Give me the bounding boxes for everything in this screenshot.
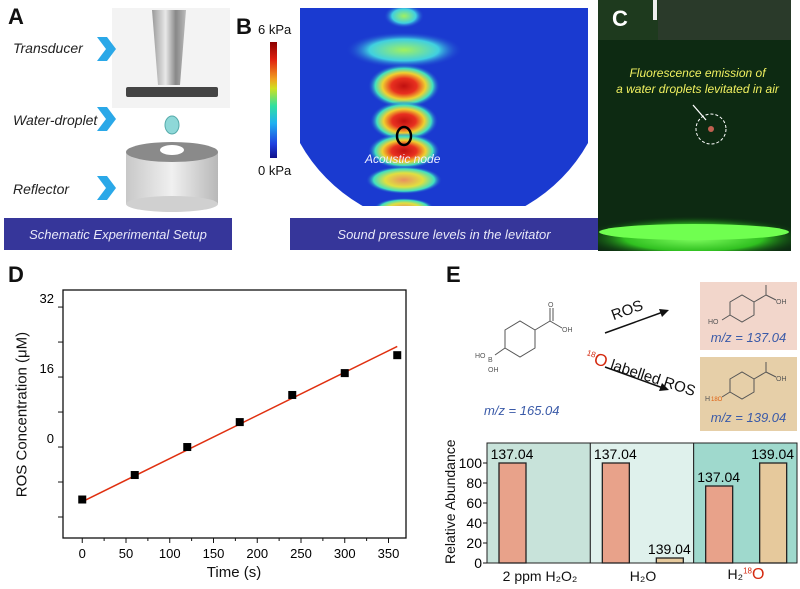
atom-h: H [705,396,710,403]
e-category-3: H₂18O [695,566,797,584]
h2-text: H₂ [727,566,744,582]
superscript-18: 18 [743,566,752,576]
ros-concentration-chart: 0 50 100 150 200 250 300 350 0 16 32 [40,289,407,561]
data-point [130,471,139,480]
data-point [235,418,244,427]
label-transducer: Transducer [13,40,83,56]
acoustic-node-marker [395,125,413,147]
transducer-plate [126,87,218,97]
chevron-icon [97,37,116,61]
y-tick-label: 16 [40,361,54,376]
product-139-mz: m/z = 139.04 [710,410,787,425]
panel-c-label: C [612,6,628,31]
x-tick-label: 250 [290,546,312,561]
caption-a: Schematic Experimental Setup [4,218,232,250]
y-tick-label: 80 [466,475,482,491]
colorbar [270,42,277,158]
product-box-139: OH H 18O m/z = 139.04 [700,357,797,431]
d-ylabel: ROS Concentration (μM) [13,331,31,498]
reaction-arrows [604,309,669,391]
d-xlabel: Time (s) [206,564,262,581]
transducer-shape [152,10,186,85]
x-tick-label: 100 [159,546,181,561]
acoustic-node-label: Acoustic node [365,152,441,166]
y-tick-label: 0 [474,555,482,571]
bar-label: 139.04 [648,541,691,557]
water-droplet-shape [164,115,180,135]
atom-ho: HO [475,353,486,360]
panel-a-label: A [8,4,24,29]
atom-o: O [548,302,554,309]
setup-illustration [97,8,230,212]
panel-b-label: B [236,14,252,39]
bar-label: 139.04 [751,446,794,462]
fluorescence-annotation: Fluorescence emission of a water droplet… [600,65,795,97]
data-point [393,351,402,360]
reactant-structure: O OH HO B OH [475,302,573,374]
data-point [78,495,87,504]
bar-label: 137.04 [697,469,740,485]
product-139-structure: OH H 18O [705,362,787,403]
bar-label: 137.04 [491,446,534,462]
e-ylabel: Relative Abundance [442,439,458,564]
atom-18o: 18O [711,397,723,403]
e-category-2: H₂O [629,568,657,584]
bar-137.04 [601,462,630,564]
atom-oh: OH [562,327,573,334]
fluorescence-photo [598,0,791,251]
reactant-mz: m/z = 165.04 [484,403,560,418]
bar-label: 137.04 [594,446,637,462]
x-tick-label: 150 [203,546,225,561]
x-tick-label: 0 [79,546,86,561]
oxygen-symbol: O [752,566,765,583]
bar-137.04 [498,462,527,564]
bar-137.04 [705,485,734,564]
atom-oh: OH [776,376,787,383]
panel-e-label: E [446,262,461,287]
label-water-droplet: Water-droplet [13,112,98,128]
data-point [288,390,297,399]
x-tick-label: 200 [246,546,268,561]
data-point [183,443,192,452]
x-tick-label: 300 [334,546,356,561]
x-tick-label: 350 [378,546,400,561]
caption-b: Sound pressure levels in the levitator [290,218,598,250]
chevron-icon [97,107,116,131]
y-tick-label: 0 [47,431,54,446]
chevron-icon [97,176,116,200]
atom-oh-2: OH [488,367,499,374]
atom-oh: OH [776,299,787,306]
e-category-1: 2 ppm H₂O₂ [502,568,578,584]
product-box-137: OH HO m/z = 137.04 [700,282,797,350]
data-point [340,369,349,378]
y-tick-label: 40 [466,515,482,531]
atom-ho: HO [708,319,719,326]
plot-frame [62,289,407,539]
y-tick-label: 60 [466,495,482,511]
label-reflector: Reflector [13,181,70,197]
y-tick-label: 32 [40,291,54,306]
panel-d-label: D [8,262,24,287]
product-137-mz: m/z = 137.04 [710,330,787,345]
annotation-line-1: Fluorescence emission of [629,66,766,80]
x-tick-label: 50 [119,546,133,561]
y-tick-label: 100 [459,455,483,471]
product-137-structure: OH HO [708,285,787,326]
bar-139.04 [655,557,684,564]
pressure-heatmap [300,8,588,206]
scale-min: 0 kPa [258,163,292,178]
scale-max: 6 kPa [258,22,292,37]
y-tick-label: 20 [466,535,482,551]
atom-b: B [488,357,493,364]
annotation-line-2: a water droplets levitated in air [616,82,779,96]
bar-139.04 [759,462,788,564]
relative-abundance-chart: 0 20 40 60 80 100 137.04 137.04 139.04 137.04 139.… [459,442,798,571]
